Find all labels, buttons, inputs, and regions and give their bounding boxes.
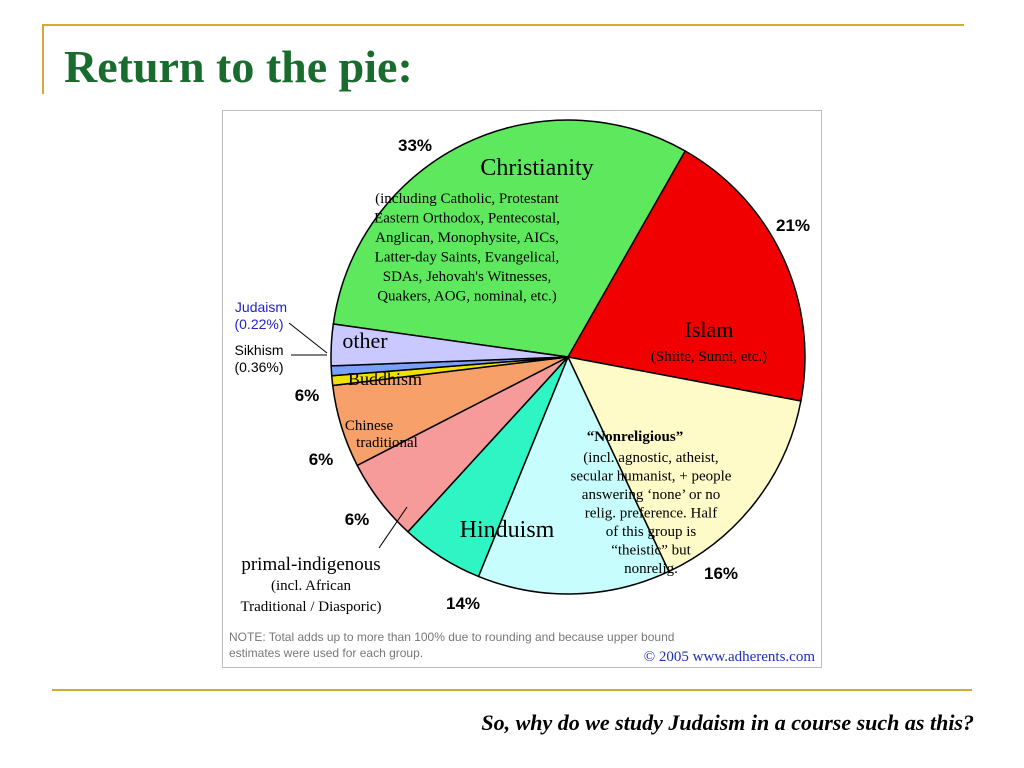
chart-credit: © 2005 www.adherents.com <box>644 649 816 665</box>
slide-title: Return to the pie: <box>64 41 413 92</box>
label-islam-note: (Shiite, Sunni, etc.) <box>651 349 767 365</box>
pct-label-chinese: 6% <box>309 450 334 469</box>
label-christianity-note: Anglican, Monophysite, AICs, <box>375 230 559 246</box>
leader-primal <box>378 506 408 549</box>
label-primal: primal-indigenous <box>241 554 380 575</box>
label-nonreligious-note: secular humanist, + people <box>571 469 732 485</box>
label-nonreligious-note: “theistic” but <box>611 543 691 559</box>
frame-left-rule <box>42 24 44 94</box>
chart-note-2: estimates were used for each group. <box>229 646 423 660</box>
leader-judaism <box>288 322 328 354</box>
label-sikhism-pct: (0.36%) <box>234 359 283 375</box>
label-nonreligious-note: relig. preference. Half <box>585 506 717 522</box>
label-christianity: Christianity <box>480 155 593 181</box>
bottom-rule <box>52 689 972 691</box>
label-hinduism: Hinduism <box>460 517 555 543</box>
pct-label-nonreligious: 16% <box>704 564 738 583</box>
label-christianity-note: Latter-day Saints, Evangelical, <box>375 250 560 266</box>
label-chinese-2: traditional <box>356 435 418 451</box>
pie-slice-hinduism <box>477 355 670 595</box>
pct-label-primal: 6% <box>345 510 370 529</box>
pie-labels: 33% 21% 16% 14% 6% 6% 6% Christianity (including… <box>229 136 815 665</box>
label-nonreligious-note: answering ‘none’ or no <box>582 487 720 503</box>
label-islam: Islam <box>685 317 734 342</box>
label-christianity-note: SDAs, Jehovah's Witnesses, <box>383 269 552 285</box>
label-judaism-pct: (0.22%) <box>234 316 283 332</box>
pie-slice-islam <box>566 150 806 402</box>
pie-chart-figure: 33% 21% 16% 14% 6% 6% 6% Christianity (including… <box>222 110 822 668</box>
label-nonreligious-note: of this group is <box>606 524 697 540</box>
pie-slices <box>330 119 806 595</box>
frame-top-rule <box>42 24 964 26</box>
label-christianity-note: (including Catholic, Protestant <box>375 191 560 207</box>
pie-slice-nonreligious <box>566 355 802 573</box>
label-primal-note: (incl. African <box>271 578 351 594</box>
pie-slice-other <box>330 323 569 367</box>
label-primal-note-2: Traditional / Diasporic) <box>240 599 381 615</box>
label-christianity-note: Quakers, AOG, nominal, etc.) <box>377 289 557 305</box>
label-buddhism: Buddhism <box>348 369 422 389</box>
slide-caption: So, why do we study Judaism in a course … <box>481 710 974 735</box>
label-nonreligious-note: (incl. agnostic, atheist, <box>583 450 718 466</box>
label-nonreligious-note: nonrelig. <box>624 561 678 577</box>
label-judaism: Judaism <box>235 299 287 315</box>
label-other: other <box>342 328 388 353</box>
pct-label-islam: 21% <box>776 216 810 235</box>
pie-chart-svg: 33% 21% 16% 14% 6% 6% 6% Christianity (including… <box>229 119 815 665</box>
pie-slice-christianity <box>332 119 687 358</box>
pct-label-christianity: 33% <box>398 136 432 155</box>
label-nonreligious: “Nonreligious” <box>587 429 683 445</box>
chart-note: NOTE: Total adds up to more than 100% du… <box>229 630 674 644</box>
pct-label-hinduism: 14% <box>446 594 480 613</box>
label-sikhism: Sikhism <box>234 342 283 358</box>
label-christianity-note: Eastern Orthodox, Pentecostal, <box>374 211 560 227</box>
label-chinese: Chinese <box>345 418 394 434</box>
pct-label-buddhism: 6% <box>295 386 320 405</box>
